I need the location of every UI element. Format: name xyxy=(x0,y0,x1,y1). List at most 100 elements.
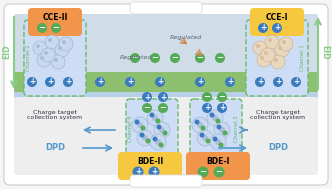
Circle shape xyxy=(279,37,293,51)
Circle shape xyxy=(206,139,210,143)
Text: +: + xyxy=(144,92,150,101)
Text: Channel 4: Channel 4 xyxy=(127,116,132,142)
Text: −: − xyxy=(200,167,207,177)
FancyBboxPatch shape xyxy=(24,20,86,96)
Circle shape xyxy=(291,77,301,87)
Text: −: − xyxy=(172,53,179,63)
Text: +: + xyxy=(204,104,210,112)
Circle shape xyxy=(55,43,69,57)
Circle shape xyxy=(197,130,213,146)
Text: −: − xyxy=(39,23,45,33)
Circle shape xyxy=(156,125,161,129)
Circle shape xyxy=(253,41,267,55)
FancyBboxPatch shape xyxy=(186,152,250,180)
Text: −: − xyxy=(131,53,138,63)
Circle shape xyxy=(33,41,47,55)
Circle shape xyxy=(202,92,212,102)
Circle shape xyxy=(45,77,55,87)
Circle shape xyxy=(149,112,154,118)
Circle shape xyxy=(150,134,166,150)
Text: −: − xyxy=(52,23,59,33)
Circle shape xyxy=(159,127,165,133)
Text: +: + xyxy=(135,167,141,177)
Text: +: + xyxy=(127,77,133,87)
Text: +: + xyxy=(29,77,35,87)
Circle shape xyxy=(51,23,61,33)
Circle shape xyxy=(268,38,272,42)
Circle shape xyxy=(142,103,152,113)
Circle shape xyxy=(195,77,205,87)
Circle shape xyxy=(225,77,235,87)
Circle shape xyxy=(260,56,264,60)
Circle shape xyxy=(142,92,152,102)
Circle shape xyxy=(200,132,205,138)
Circle shape xyxy=(158,92,168,102)
Text: +: + xyxy=(197,77,203,87)
Circle shape xyxy=(216,125,221,129)
Circle shape xyxy=(207,110,223,126)
Text: CCE-II: CCE-II xyxy=(42,12,68,22)
FancyBboxPatch shape xyxy=(14,14,318,79)
Text: +: + xyxy=(151,167,157,177)
Circle shape xyxy=(198,167,208,177)
Circle shape xyxy=(219,127,225,133)
Text: EID: EID xyxy=(3,45,12,59)
Circle shape xyxy=(54,58,58,62)
Circle shape xyxy=(125,77,135,87)
Text: +: + xyxy=(157,77,163,87)
Text: Charge target
collection system: Charge target collection system xyxy=(250,110,305,120)
FancyBboxPatch shape xyxy=(28,8,82,36)
Circle shape xyxy=(142,135,148,141)
Circle shape xyxy=(256,44,260,48)
Text: +: + xyxy=(275,77,281,87)
Text: −: − xyxy=(204,92,210,101)
Circle shape xyxy=(278,46,282,50)
Circle shape xyxy=(162,130,168,136)
Text: +: + xyxy=(97,77,103,87)
Circle shape xyxy=(62,40,66,44)
Circle shape xyxy=(212,115,218,121)
FancyBboxPatch shape xyxy=(4,4,328,185)
Circle shape xyxy=(132,117,148,133)
Text: Regulated: Regulated xyxy=(170,35,202,40)
Circle shape xyxy=(212,136,217,142)
Circle shape xyxy=(154,122,170,138)
Text: Channel 2: Channel 2 xyxy=(26,45,31,71)
Text: +: + xyxy=(65,77,71,87)
Text: +: + xyxy=(260,23,266,33)
Text: +: + xyxy=(257,77,263,87)
Text: Channel 3: Channel 3 xyxy=(234,116,239,142)
Circle shape xyxy=(155,139,161,145)
Text: +: + xyxy=(274,23,280,33)
Circle shape xyxy=(255,77,265,87)
Circle shape xyxy=(150,53,160,63)
Text: −: − xyxy=(159,104,167,112)
Circle shape xyxy=(132,167,143,177)
Text: DPD: DPD xyxy=(45,143,65,153)
Text: DPD: DPD xyxy=(268,143,288,153)
Circle shape xyxy=(197,122,203,128)
Circle shape xyxy=(222,130,227,136)
Circle shape xyxy=(217,103,227,113)
FancyBboxPatch shape xyxy=(130,2,202,14)
Text: −: − xyxy=(216,53,223,63)
Circle shape xyxy=(152,115,158,121)
Circle shape xyxy=(59,37,73,51)
Circle shape xyxy=(152,136,157,142)
Circle shape xyxy=(130,53,140,63)
Circle shape xyxy=(215,119,220,123)
Circle shape xyxy=(202,135,208,141)
Circle shape xyxy=(95,77,105,87)
Circle shape xyxy=(272,23,282,33)
Circle shape xyxy=(139,132,144,138)
Circle shape xyxy=(195,119,200,125)
Circle shape xyxy=(213,167,224,177)
Circle shape xyxy=(275,43,289,57)
Text: −: − xyxy=(215,167,222,177)
Circle shape xyxy=(45,35,59,49)
Circle shape xyxy=(48,38,52,42)
FancyBboxPatch shape xyxy=(14,14,318,99)
Circle shape xyxy=(40,56,44,60)
FancyBboxPatch shape xyxy=(250,8,304,36)
Circle shape xyxy=(273,77,283,87)
